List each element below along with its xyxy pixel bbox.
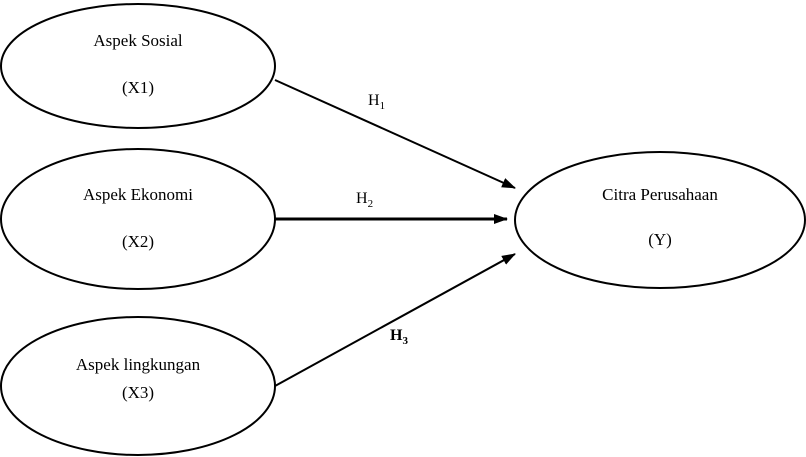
arrow-h1 (275, 80, 515, 188)
node-y-label: Citra Perusahaan (602, 185, 718, 204)
h3-letter: H (390, 327, 403, 344)
hypothesis-h2-label: H2 (356, 190, 373, 210)
node-x2-label: Aspek Ekonomi (83, 185, 193, 204)
node-x1-code: (X1) (122, 78, 154, 97)
node-x1-label: Aspek Sosial (93, 31, 183, 50)
node-y-ellipse (515, 152, 805, 288)
h1-letter: H (368, 92, 380, 109)
h3-subscript: 3 (402, 335, 408, 347)
node-x1: Aspek Sosial (X1) (1, 4, 275, 128)
node-x2: Aspek Ekonomi (X2) (1, 149, 275, 289)
arrow-h3 (275, 254, 515, 386)
hypothesis-h3-label: H3 (390, 327, 408, 347)
node-x2-ellipse (1, 149, 275, 289)
node-x3-code: (X3) (122, 383, 154, 402)
node-x3: Aspek lingkungan (X3) (1, 317, 275, 455)
node-y-code: (Y) (648, 230, 672, 249)
h2-subscript: 2 (368, 198, 374, 210)
h1-subscript: 1 (380, 100, 386, 112)
hypothesis-h1-label: H1 (368, 92, 385, 112)
node-x3-label: Aspek lingkungan (76, 355, 201, 374)
node-x1-ellipse (1, 4, 275, 128)
h2-letter: H (356, 190, 368, 207)
node-x2-code: (X2) (122, 232, 154, 251)
node-y: Citra Perusahaan (Y) (515, 152, 805, 288)
